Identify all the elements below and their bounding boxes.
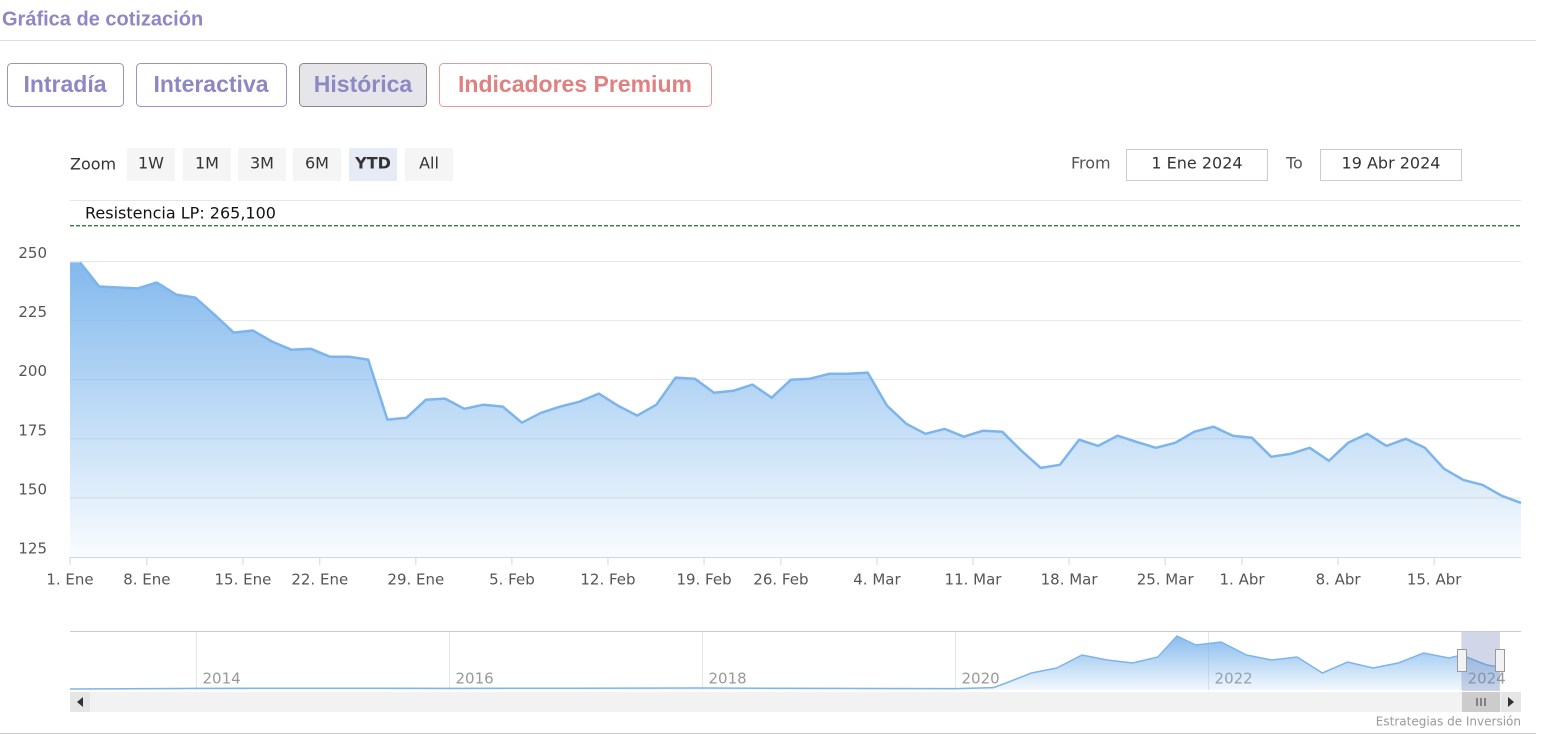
tab[interactable] <box>7 63 124 107</box>
scroll-left-arrow <box>77 697 83 707</box>
x-tick-label: 18. Mar <box>1041 571 1099 589</box>
y-tick-label: 175 <box>18 421 47 439</box>
x-tick-label: 29. Ene <box>387 571 444 589</box>
navigator-tick-label: 2016 <box>456 670 494 688</box>
x-tick-label: 4. Mar <box>853 571 901 589</box>
resistance-label: Resistencia LP: 265,100 <box>85 203 276 222</box>
line <box>79 261 1522 505</box>
x-tick-label: 22. Ene <box>291 571 348 589</box>
zoom-button[interactable] <box>405 148 453 181</box>
plot: 125 150 175 200 225 250 1. Ene 8. Ene 15. Ene 22.… <box>18 203 1522 589</box>
navigator: 201420162018202020222024 <box>69 632 1506 690</box>
y-tick-label: 125 <box>18 540 47 558</box>
y-tick-label: 225 <box>18 303 47 321</box>
to-label: To <box>1285 154 1303 173</box>
x-tick-label: 8. Ene <box>123 571 170 589</box>
credit: Estrategias de Inversión <box>1376 715 1521 729</box>
navigator-line <box>69 635 1500 690</box>
tab[interactable] <box>439 63 712 107</box>
tab-label[interactable]: Intradía <box>23 71 106 97</box>
navigator-tick-label: 2020 <box>962 670 1000 688</box>
x-tick-label: 8. Abr <box>1316 571 1362 589</box>
zoom-buttons: 1W 1M 3M 6M YTD All <box>127 148 453 181</box>
tab-active[interactable] <box>299 63 427 107</box>
area-fill <box>70 262 1521 557</box>
navigator-tick-label: 2018 <box>709 670 747 688</box>
zoom-button-label[interactable]: 3M <box>250 154 274 173</box>
navigator-area <box>70 636 1500 690</box>
tab-label[interactable]: Histórica <box>314 71 413 97</box>
x-tick-label: 1. Ene <box>46 571 93 589</box>
navigator-handle[interactable] <box>1495 649 1505 672</box>
from-label: From <box>1071 154 1111 173</box>
zoom-button-label[interactable]: YTD <box>354 154 391 173</box>
x-tick-label: 25. Mar <box>1137 571 1195 589</box>
scroll-right-arrow <box>1508 697 1514 707</box>
to-value[interactable]: 19 Abr 2024 <box>1342 154 1441 173</box>
x-tick-label: 19. Feb <box>676 571 731 589</box>
y-tick-label: 150 <box>18 480 47 498</box>
from-input[interactable] <box>1126 149 1268 181</box>
x-tick-label: 15. Ene <box>214 571 271 589</box>
zoom-button[interactable] <box>127 148 175 181</box>
tab-label[interactable]: Interactiva <box>153 71 268 97</box>
zoom-button-label[interactable]: All <box>419 154 439 173</box>
zoom-button-label[interactable]: 1M <box>195 154 219 173</box>
x-tick-label: 1. Abr <box>1219 571 1265 589</box>
zoom-button[interactable] <box>293 148 341 181</box>
zoom-button[interactable] <box>349 148 397 181</box>
scroll-grip <box>1476 698 1486 706</box>
scrollbar-track[interactable] <box>70 692 1521 712</box>
navigator-window[interactable] <box>1462 632 1500 691</box>
x-tick-label: 11. Mar <box>945 571 1003 589</box>
x-tick-label: 12. Feb <box>580 571 635 589</box>
x-tick-label: 15. Abr <box>1407 571 1462 589</box>
y-tick-label: 250 <box>18 244 47 262</box>
from-value[interactable]: 1 Ene 2024 <box>1151 154 1242 173</box>
x-tick-label: 5. Feb <box>489 571 535 589</box>
to-input[interactable] <box>1320 149 1462 181</box>
tab-label[interactable]: Indicadores Premium <box>458 71 692 97</box>
x-tick-label: 26. Feb <box>753 571 808 589</box>
page-title: Gráfica de cotización <box>2 8 203 30</box>
zoom-button-label[interactable]: 1W <box>138 154 164 173</box>
zoom-button[interactable] <box>238 148 286 181</box>
navigator-handle[interactable] <box>1457 649 1467 672</box>
navigator-tick-label: 2014 <box>203 670 241 688</box>
zoom-button[interactable] <box>183 148 231 181</box>
y-tick-label: 200 <box>18 362 47 380</box>
zoom-label: Zoom <box>70 155 116 174</box>
zoom-button-label[interactable]: 6M <box>305 154 329 173</box>
tab[interactable] <box>136 63 287 107</box>
